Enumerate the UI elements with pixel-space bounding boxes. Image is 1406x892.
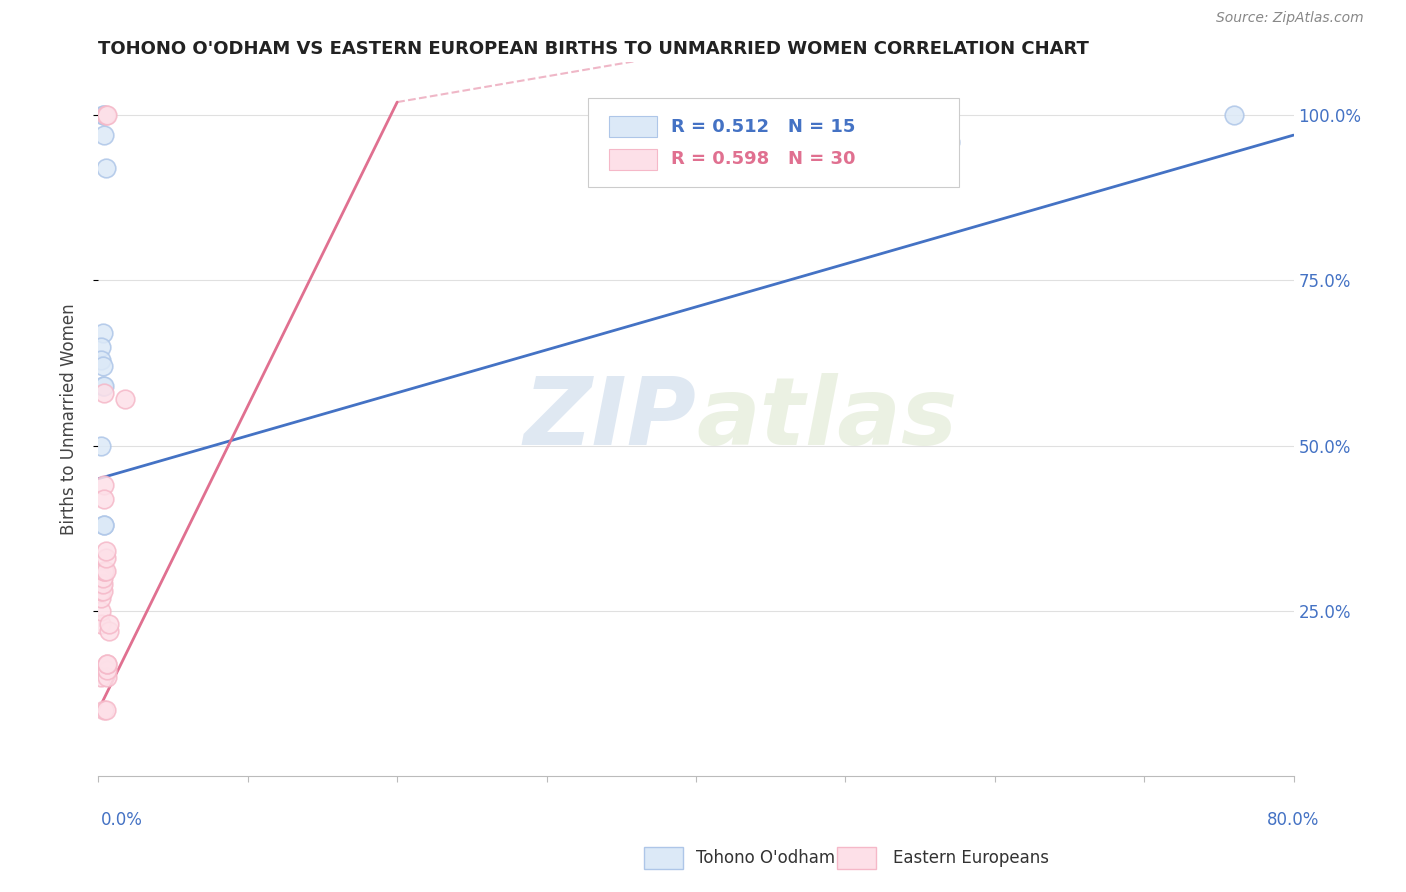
Point bbox=[90, 352, 112, 367]
Point bbox=[96, 670, 118, 684]
Point bbox=[96, 657, 118, 671]
Point bbox=[90, 591, 112, 605]
Point bbox=[93, 564, 115, 578]
Point bbox=[93, 491, 115, 506]
Point bbox=[114, 392, 136, 407]
Text: Tohono O'odham: Tohono O'odham bbox=[696, 849, 835, 867]
Point bbox=[97, 624, 120, 638]
Text: Source: ZipAtlas.com: Source: ZipAtlas.com bbox=[1216, 12, 1364, 25]
Point bbox=[91, 326, 114, 341]
Point bbox=[94, 108, 117, 122]
Point bbox=[90, 604, 112, 618]
Point bbox=[91, 379, 114, 393]
Point bbox=[94, 544, 117, 558]
FancyBboxPatch shape bbox=[588, 98, 959, 187]
Text: atlas: atlas bbox=[696, 373, 957, 466]
Point bbox=[91, 108, 114, 122]
Point bbox=[93, 379, 115, 393]
Point bbox=[90, 617, 112, 632]
Text: R = 0.512   N = 15: R = 0.512 N = 15 bbox=[671, 118, 855, 136]
Text: 80.0%: 80.0% bbox=[1267, 811, 1319, 829]
Text: R = 0.598   N = 30: R = 0.598 N = 30 bbox=[671, 151, 855, 169]
Text: TOHONO O'ODHAM VS EASTERN EUROPEAN BIRTHS TO UNMARRIED WOMEN CORRELATION CHART: TOHONO O'ODHAM VS EASTERN EUROPEAN BIRTH… bbox=[98, 40, 1090, 58]
Point bbox=[91, 359, 114, 374]
Point bbox=[90, 584, 112, 599]
Point bbox=[96, 108, 118, 122]
Point bbox=[91, 584, 114, 599]
Point bbox=[90, 571, 112, 585]
Point bbox=[93, 703, 115, 717]
Point bbox=[93, 128, 115, 142]
Point bbox=[93, 518, 115, 533]
Point bbox=[90, 670, 112, 684]
Point bbox=[94, 161, 117, 176]
Point bbox=[94, 564, 117, 578]
Point bbox=[94, 703, 117, 717]
Point bbox=[1223, 108, 1246, 122]
Point bbox=[91, 577, 114, 591]
Point bbox=[939, 135, 962, 149]
Point bbox=[90, 571, 112, 585]
Bar bbox=[609, 116, 657, 137]
Point bbox=[94, 551, 117, 566]
Point bbox=[90, 439, 112, 453]
Y-axis label: Births to Unmarried Women: Births to Unmarried Women bbox=[59, 303, 77, 535]
Point bbox=[93, 564, 115, 578]
Point bbox=[93, 478, 115, 492]
Point bbox=[93, 518, 115, 533]
Point bbox=[90, 577, 112, 591]
Bar bbox=[609, 149, 657, 170]
Point bbox=[96, 663, 118, 677]
Point bbox=[93, 385, 115, 400]
Text: ZIP: ZIP bbox=[523, 373, 696, 466]
Point bbox=[97, 617, 120, 632]
Point bbox=[91, 571, 114, 585]
Text: Eastern Europeans: Eastern Europeans bbox=[893, 849, 1049, 867]
Text: 0.0%: 0.0% bbox=[101, 811, 143, 829]
Point bbox=[93, 108, 115, 122]
Point bbox=[96, 657, 118, 671]
Point bbox=[90, 340, 112, 354]
